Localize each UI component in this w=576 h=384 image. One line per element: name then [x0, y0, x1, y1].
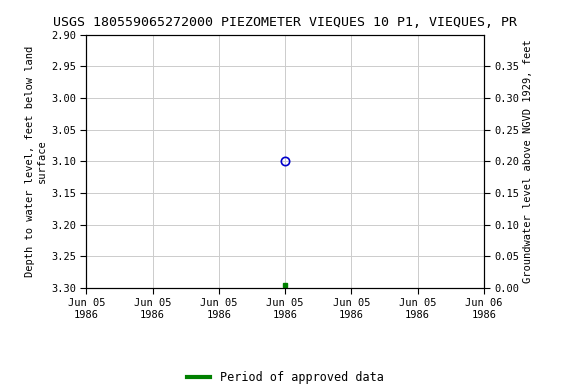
Title: USGS 180559065272000 PIEZOMETER VIEQUES 10 P1, VIEQUES, PR: USGS 180559065272000 PIEZOMETER VIEQUES …: [53, 16, 517, 29]
Y-axis label: Groundwater level above NGVD 1929, feet: Groundwater level above NGVD 1929, feet: [524, 40, 533, 283]
Y-axis label: Depth to water level, feet below land
surface: Depth to water level, feet below land su…: [25, 46, 47, 277]
Legend: Period of approved data: Period of approved data: [182, 366, 388, 384]
